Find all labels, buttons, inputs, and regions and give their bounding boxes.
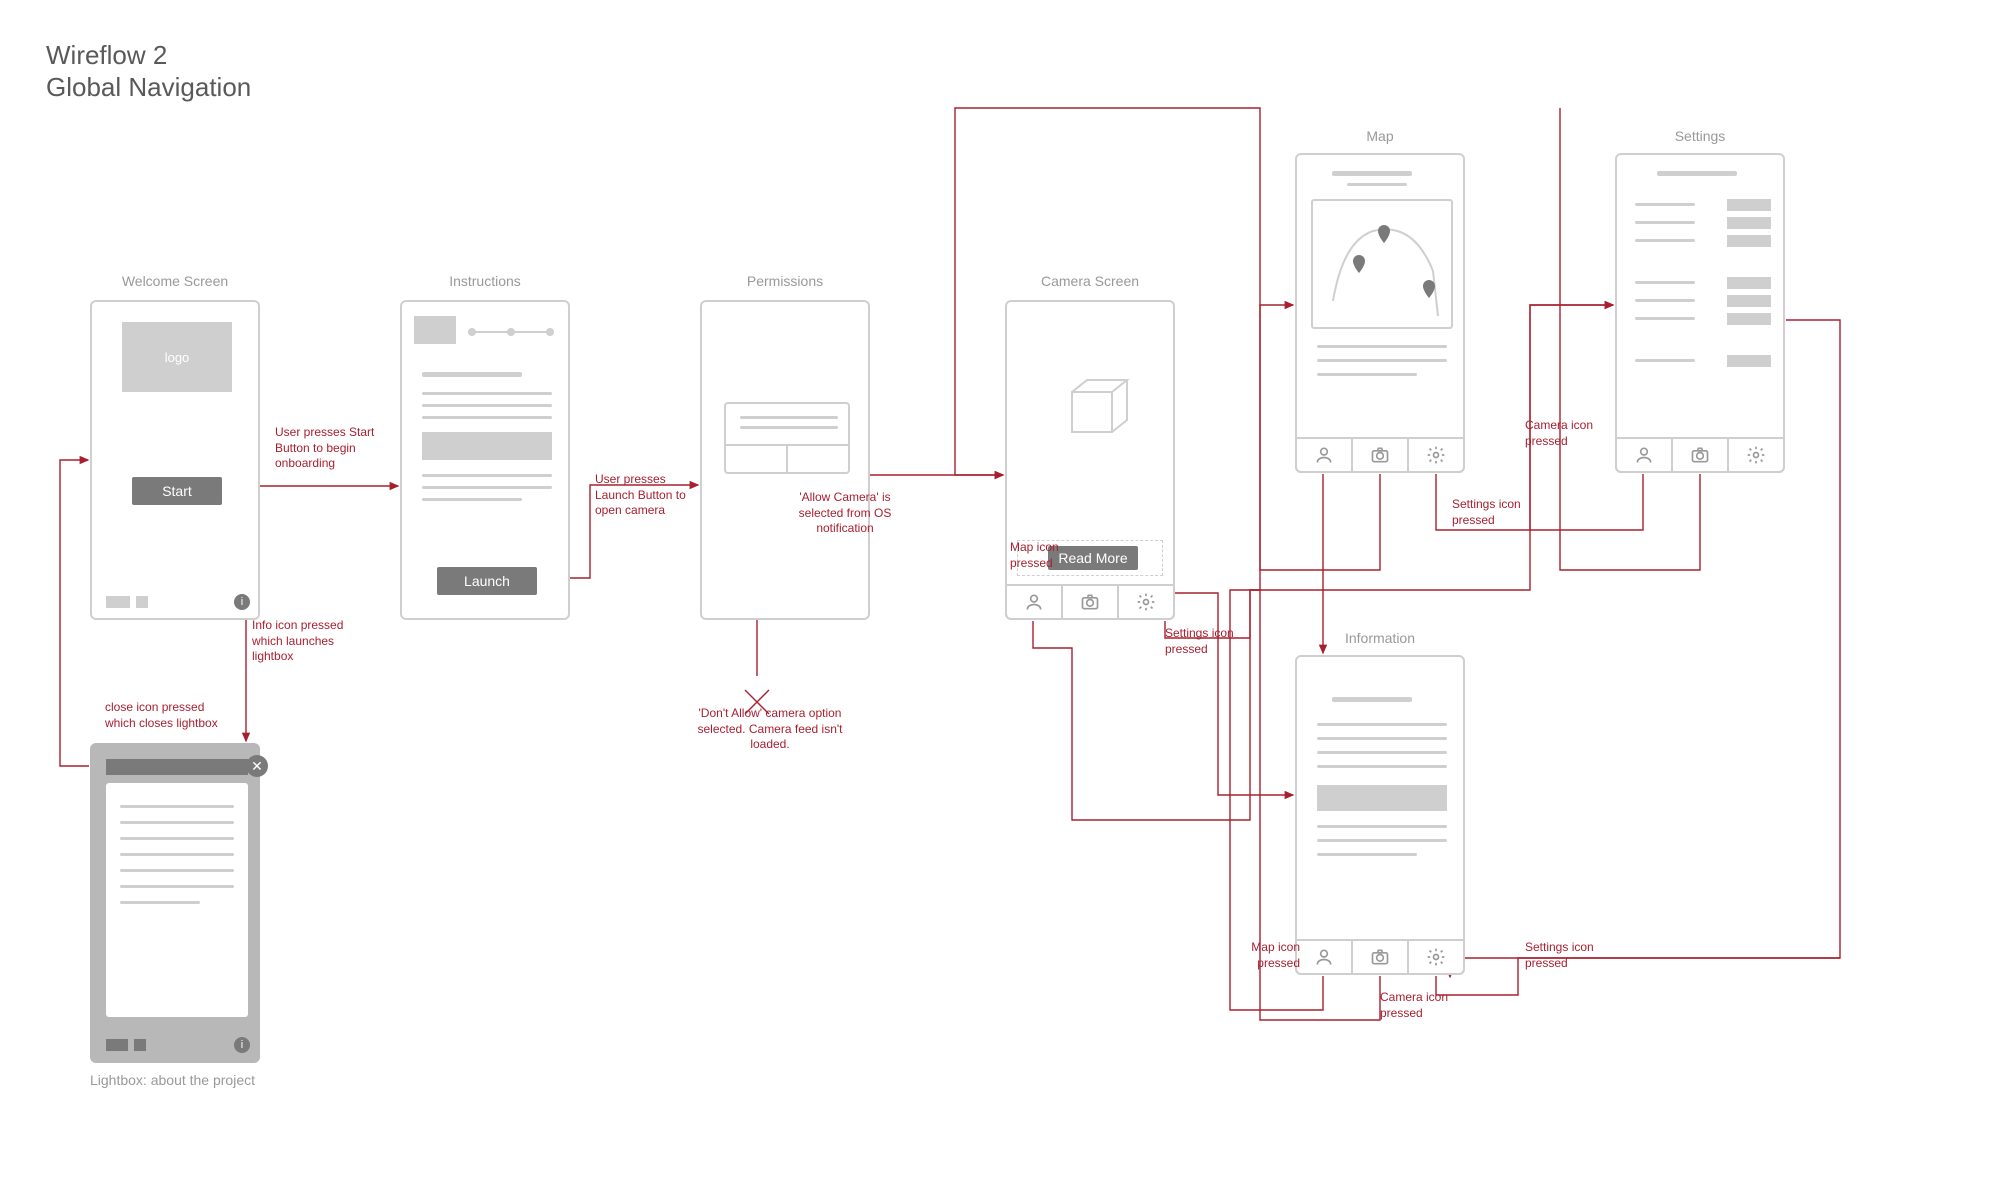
fl-camera2: Camera icon pressed: [1380, 990, 1470, 1021]
user-icon: [1314, 947, 1334, 967]
allow-button[interactable]: [788, 446, 848, 472]
page-title-2: Global Navigation: [46, 72, 251, 103]
settings-tabbar: [1615, 437, 1785, 473]
gear-icon: [1746, 445, 1766, 465]
settings-label: Settings: [1615, 128, 1785, 144]
user-icon: [1634, 445, 1654, 465]
fl-camera: Camera icon pressed: [1525, 418, 1615, 449]
camera-label: Camera Screen: [1005, 273, 1175, 289]
tab-settings[interactable]: [1727, 437, 1785, 473]
tab-camera[interactable]: [1351, 437, 1409, 473]
dont-allow-button[interactable]: [726, 446, 788, 472]
settings-screen: [1615, 153, 1785, 473]
nav-dot: [136, 596, 148, 608]
fl-map2: Map icon pressed: [1220, 940, 1300, 971]
user-icon: [1024, 592, 1044, 612]
tab-camera[interactable]: [1671, 437, 1729, 473]
camera-icon: [1690, 445, 1710, 465]
tab-camera[interactable]: [1061, 584, 1119, 620]
tab-map[interactable]: [1615, 437, 1673, 473]
fl-map: Map icon pressed: [1010, 540, 1090, 571]
fl-settings2: Settings icon pressed: [1525, 940, 1615, 971]
camera-screen: Read More: [1005, 300, 1175, 620]
info-icon[interactable]: i: [234, 1037, 250, 1053]
camera-tabbar: [1005, 584, 1175, 620]
fl-close: close icon pressed which closes lightbox: [105, 700, 235, 731]
welcome-label: Welcome Screen: [90, 273, 260, 289]
page-title-1: Wireflow 2: [46, 40, 167, 71]
info-tabbar: [1295, 939, 1465, 975]
gear-icon: [1136, 592, 1156, 612]
map-thumbnail: [1311, 199, 1453, 329]
instructions-label: Instructions: [400, 273, 570, 289]
instructions-screen: Launch: [400, 300, 570, 620]
information-screen: [1295, 655, 1465, 975]
fl-start: User presses Start Button to begin onboa…: [275, 425, 385, 472]
fl-launch: User presses Launch Button to open camer…: [595, 472, 705, 519]
fl-deny: 'Don't Allow' camera option selected. Ca…: [680, 706, 860, 753]
camera-icon: [1370, 445, 1390, 465]
fl-settings3: Settings icon pressed: [1452, 497, 1542, 528]
tab-camera[interactable]: [1351, 939, 1409, 975]
cube-placeholder: [1052, 372, 1132, 452]
map-label: Map: [1295, 128, 1465, 144]
launch-button[interactable]: Launch: [437, 567, 537, 595]
tab-settings[interactable]: [1117, 584, 1175, 620]
welcome-screen: logo Start i: [90, 300, 260, 620]
info-icon[interactable]: i: [234, 594, 250, 610]
lightbox-label: Lightbox: about the project: [90, 1072, 260, 1088]
tab-settings[interactable]: [1407, 437, 1465, 473]
camera-icon: [1080, 592, 1100, 612]
permissions-label: Permissions: [700, 273, 870, 289]
map-screen: [1295, 153, 1465, 473]
gear-icon: [1426, 445, 1446, 465]
information-label: Information: [1295, 630, 1465, 646]
stepper: [466, 326, 556, 338]
tab-map[interactable]: [1005, 584, 1063, 620]
fl-info: Info icon pressed which launches lightbo…: [252, 618, 372, 665]
close-icon[interactable]: ✕: [246, 755, 268, 777]
logo-placeholder: logo: [122, 322, 232, 392]
lightbox-screen: ✕ i: [90, 743, 260, 1063]
thumb: [414, 316, 456, 344]
map-tabbar: [1295, 437, 1465, 473]
camera-icon: [1370, 947, 1390, 967]
fl-allow: 'Allow Camera' is selected from OS notif…: [790, 490, 900, 537]
tab-map[interactable]: [1295, 939, 1353, 975]
tab-settings[interactable]: [1407, 939, 1465, 975]
user-icon: [1314, 445, 1334, 465]
fl-settings: Settings icon pressed: [1165, 626, 1255, 657]
start-button[interactable]: Start: [132, 477, 222, 505]
gear-icon: [1426, 947, 1446, 967]
lightbox-content: [106, 783, 248, 1017]
os-dialog: [724, 402, 850, 474]
permissions-screen: [700, 300, 870, 620]
tab-map[interactable]: [1295, 437, 1353, 473]
nav-dot: [106, 596, 130, 608]
